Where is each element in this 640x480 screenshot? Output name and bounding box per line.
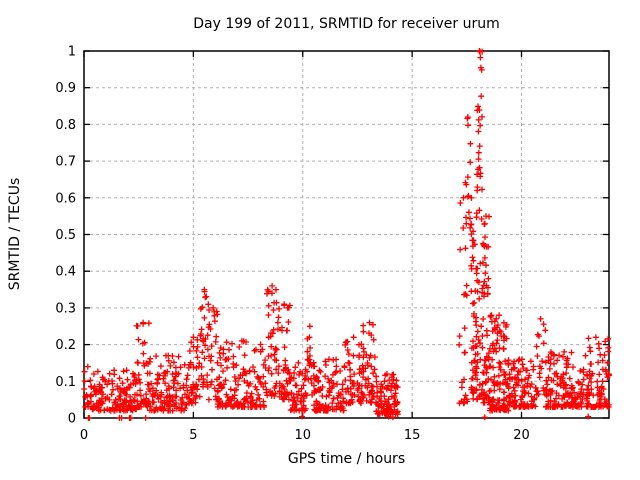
- x-tick-label: 15: [404, 428, 421, 443]
- scatter-points: [81, 48, 612, 421]
- plot-border: [83, 50, 610, 419]
- x-tick-label: 10: [294, 428, 311, 443]
- y-tick-label: 0.4: [55, 265, 76, 280]
- y-tick-label: 1: [68, 45, 76, 60]
- y-tick-label: 0.7: [55, 155, 76, 170]
- grid-lines: [84, 51, 609, 418]
- x-tick-label: 20: [513, 428, 530, 443]
- y-tick-label: 0.3: [55, 301, 76, 316]
- y-tick-label: 0.2: [55, 338, 76, 353]
- y-tick-label: 0.8: [55, 118, 76, 133]
- x-axis-label: GPS time / hours: [287, 451, 406, 467]
- x-tick-label: 5: [189, 428, 197, 443]
- y-tick-label: 0.6: [55, 191, 76, 206]
- y-tick-label: 0.1: [55, 375, 76, 390]
- chart-title: Day 199 of 2011, SRMTID for receiver uru…: [193, 16, 500, 32]
- y-tick-label: 0.9: [55, 81, 76, 96]
- x-tick-labels: 0 5 10 15 20: [80, 428, 530, 443]
- y-tick-labels: 0 0.1 0.2 0.3 0.4 0.5 0.6 0.7 0.8 0.9 1: [55, 45, 76, 427]
- x-tick-label: 0: [80, 428, 88, 443]
- y-tick-label: 0.5: [55, 228, 76, 243]
- y-tick-label: 0: [68, 412, 76, 427]
